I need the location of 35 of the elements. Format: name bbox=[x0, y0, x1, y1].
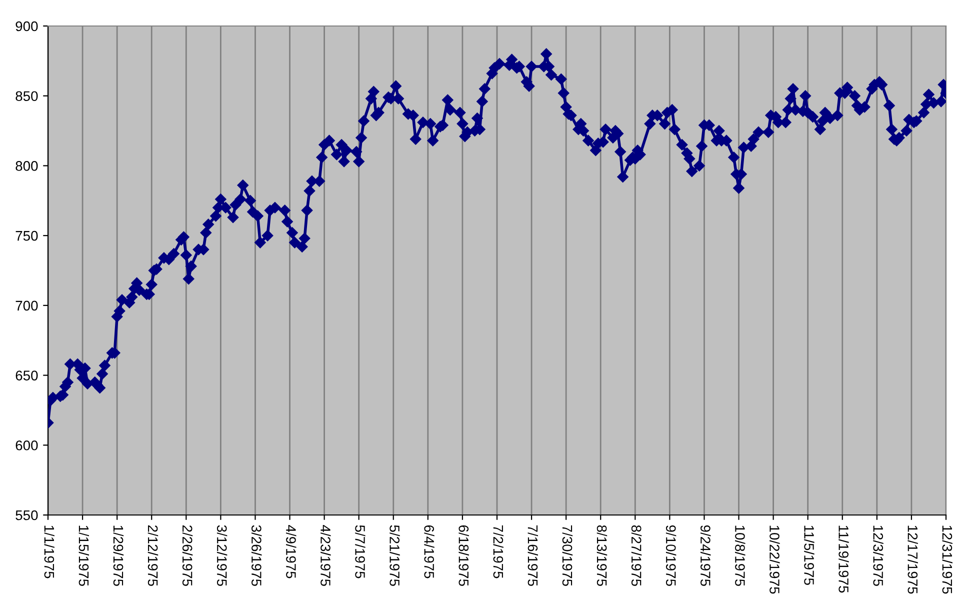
x-tick-label: 7/30/1975 bbox=[562, 525, 573, 586]
x-tick-label: 7/16/1975 bbox=[528, 525, 538, 586]
x-tick-label: 7/2/1975 bbox=[493, 525, 504, 578]
x-tick-label: 12/3/1975 bbox=[873, 526, 884, 586]
x-tick-label: 12/17/1975 bbox=[908, 526, 918, 594]
x-tick-label: 8/13/1975 bbox=[596, 525, 608, 586]
x-tick-label: 3/12/1975 bbox=[216, 525, 228, 586]
x-tick-label: 3/26/1975 bbox=[252, 525, 262, 586]
x-tick-label: 1/15/1975 bbox=[78, 526, 90, 586]
y-tick-label: 850 bbox=[16, 91, 38, 102]
y-tick-label: 750 bbox=[16, 230, 38, 241]
x-tick-label: 12/31/1975 bbox=[942, 526, 952, 594]
x-tick-label: 1/29/1975 bbox=[113, 526, 124, 586]
y-tick-label: 550 bbox=[16, 510, 38, 520]
y-tick-label: 650 bbox=[16, 370, 38, 380]
y-tick-label: 800 bbox=[16, 161, 38, 171]
x-tick-label: 9/24/1975 bbox=[700, 525, 711, 586]
x-tick-label: 6/4/1975 bbox=[424, 525, 434, 578]
x-tick-label: 1/1/1975 bbox=[44, 526, 54, 578]
x-tick-label: 4/23/1975 bbox=[320, 525, 331, 586]
x-tick-label: 10/22/1975 bbox=[770, 526, 780, 594]
x-tick-label: 9/10/1975 bbox=[666, 525, 676, 586]
x-tick-label: 11/19/1975 bbox=[838, 526, 849, 593]
x-tick-label: 8/27/1975 bbox=[631, 525, 642, 586]
x-tick-label: 6/18/1975 bbox=[458, 525, 469, 586]
y-tick-label: 600 bbox=[16, 440, 38, 450]
y-tick-label: 700 bbox=[16, 300, 38, 311]
y-tick-label: 900 bbox=[16, 21, 38, 32]
x-tick-label: 10/8/1975 bbox=[735, 526, 746, 586]
x-tick-label: 2/26/1975 bbox=[182, 525, 193, 586]
x-tick-label: 11/5/1975 bbox=[804, 526, 814, 585]
x-tick-label: 4/9/1975 bbox=[286, 525, 296, 578]
x-tick-label: 5/21/1975 bbox=[390, 525, 400, 586]
x-tick-label: 2/12/1975 bbox=[148, 525, 158, 586]
x-tick-label: 5/7/1975 bbox=[355, 525, 366, 578]
